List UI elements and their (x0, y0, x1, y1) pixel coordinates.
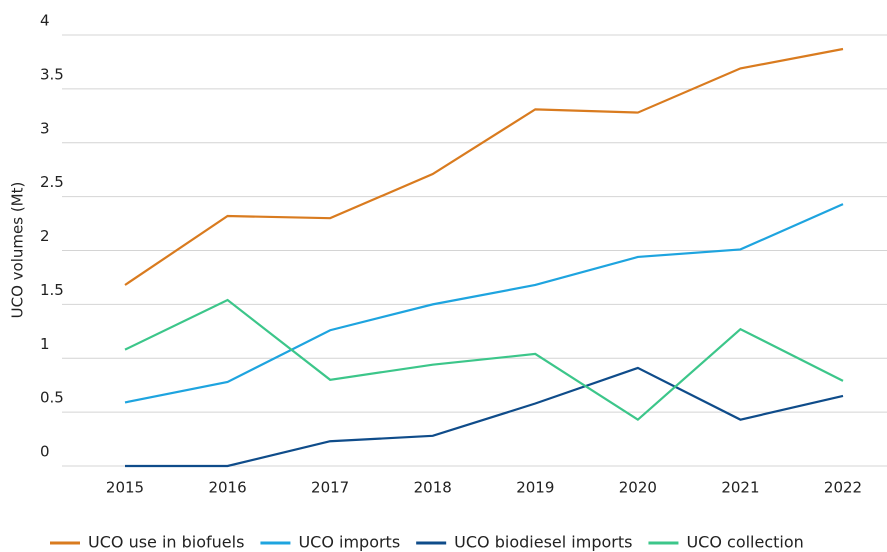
y-tick-label: 4 (40, 12, 50, 30)
x-tick-label: 2018 (414, 479, 452, 497)
y-tick-label: 0.5 (40, 389, 64, 407)
y-tick-label: 2.5 (40, 173, 64, 191)
y-tick-label: 0 (40, 443, 50, 461)
series-line (124, 47, 844, 286)
y-tick-label: 1.5 (40, 281, 64, 299)
x-tick-label: 2015 (106, 479, 144, 497)
x-tick-label: 2019 (516, 479, 554, 497)
x-tick-label: 2022 (824, 479, 862, 497)
x-tick-label: 2016 (208, 479, 246, 497)
y-tick-label: 3 (40, 119, 50, 137)
y-tick-label: 3.5 (40, 65, 64, 83)
y-tick-label: 1 (40, 335, 50, 353)
series-line (125, 366, 844, 468)
legend-label: UCO use in biofuels (88, 533, 244, 552)
x-tick-label: 2020 (619, 479, 657, 497)
x-tick-label: 2021 (721, 479, 759, 497)
legend-label: UCO biodiesel imports (454, 533, 632, 552)
legend-label: UCO imports (298, 533, 400, 552)
series-line (124, 298, 844, 422)
x-tick-label: 2017 (311, 479, 349, 497)
y-axis-label: UCO volumes (Mt) (9, 182, 27, 319)
legend-label: UCO collection (686, 533, 803, 552)
y-tick-label: 2 (40, 227, 50, 245)
series-line (124, 203, 844, 404)
